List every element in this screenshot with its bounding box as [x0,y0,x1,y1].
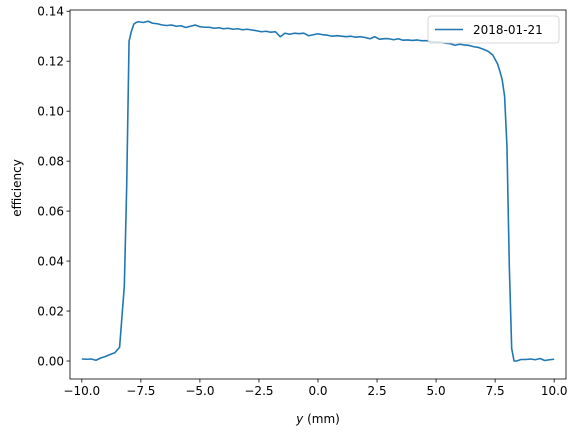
x-tick-label: −2.5 [244,384,273,398]
x-tick-label: 10.0 [541,384,568,398]
series-line-2018-01-21 [81,20,555,362]
legend-box [427,15,560,44]
plot-area [81,20,555,362]
y-tick-label: 0.04 [37,254,64,268]
x-tick-label: −10.0 [63,384,100,398]
x-axis-label: y (mm) [295,412,340,426]
axes-frame [69,9,567,380]
y-tick-label: 0.02 [37,304,64,318]
legend: 2018-01-21 [427,15,560,44]
x-tick-label: 5.0 [427,384,446,398]
x-axis-label-variable: y [295,412,304,426]
y-tick-label: 0.14 [37,5,64,19]
x-tick-label: 2.5 [368,384,387,398]
y-tick-label: 0.12 [37,55,64,69]
y-axis-label: efficiency [10,159,24,217]
x-tick-label: 7.5 [486,384,505,398]
x-tick-label: 0.0 [308,384,327,398]
x-tick-label: −5.0 [185,384,214,398]
y-tick-label: 0.00 [37,354,64,368]
y-tick-label: 0.08 [37,154,64,168]
x-tick-label: −7.5 [126,384,155,398]
x-axis-ticks: −10.0 −7.5 −5.0 −2.5 0.0 2.5 5.0 7.5 10.0 [63,379,568,398]
y-tick-label: 0.10 [37,104,64,118]
x-axis-label-unit: (mm) [303,412,340,426]
legend-label-2018-01-21: 2018-01-21 [473,23,543,37]
y-axis-ticks: 0.00 0.02 0.04 0.06 0.08 0.10 0.12 0.14 [37,5,70,368]
y-tick-label: 0.06 [37,204,64,218]
